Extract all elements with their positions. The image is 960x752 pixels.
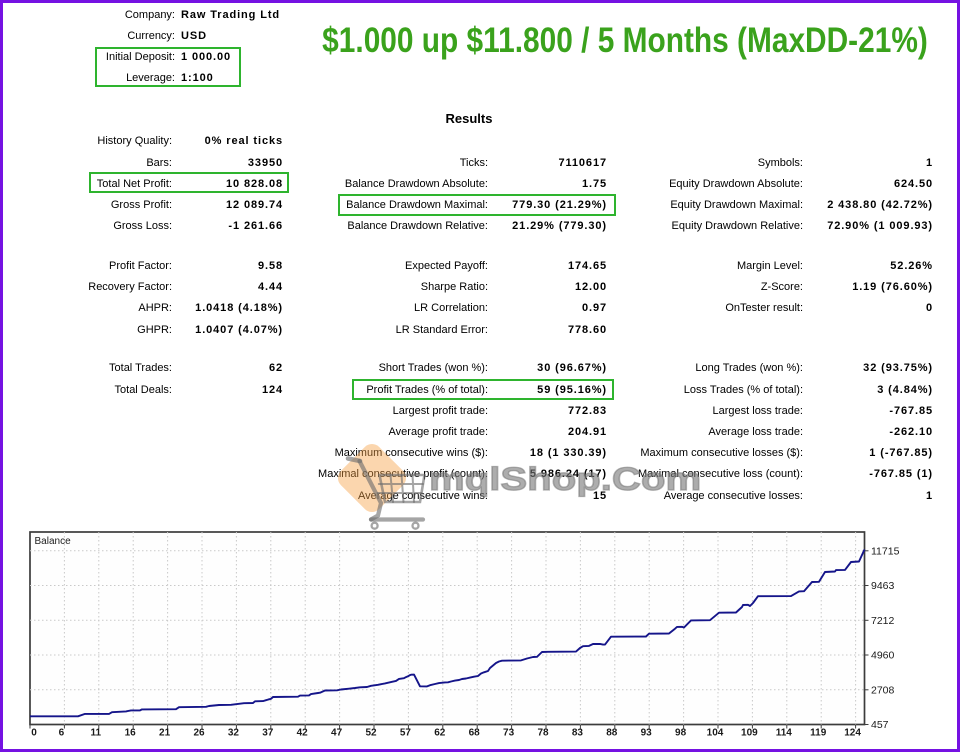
svg-text:7212: 7212 [871, 615, 895, 627]
svg-text:11715: 11715 [871, 546, 900, 558]
svg-text:52: 52 [365, 728, 377, 739]
svg-text:104: 104 [707, 728, 724, 739]
svg-text:2708: 2708 [871, 685, 895, 697]
svg-text:78: 78 [537, 728, 549, 739]
svg-text:62: 62 [434, 728, 446, 739]
svg-text:98: 98 [675, 728, 687, 739]
svg-text:83: 83 [572, 728, 584, 739]
svg-text:6: 6 [59, 728, 65, 739]
svg-text:109: 109 [741, 728, 758, 739]
svg-text:0: 0 [31, 728, 37, 739]
svg-text:457: 457 [871, 719, 889, 731]
svg-text:68: 68 [469, 728, 481, 739]
svg-text:73: 73 [503, 728, 515, 739]
svg-text:88: 88 [606, 728, 618, 739]
svg-text:57: 57 [400, 728, 412, 739]
svg-text:47: 47 [331, 728, 343, 739]
svg-text:37: 37 [262, 728, 274, 739]
svg-text:11: 11 [91, 728, 102, 739]
svg-text:124: 124 [844, 728, 861, 739]
svg-text:Balance: Balance [35, 536, 72, 547]
svg-text:26: 26 [193, 728, 205, 739]
svg-text:9463: 9463 [871, 580, 895, 592]
svg-text:119: 119 [810, 728, 827, 739]
svg-text:32: 32 [228, 728, 240, 739]
svg-text:16: 16 [125, 728, 137, 739]
svg-text:93: 93 [641, 728, 653, 739]
svg-text:42: 42 [297, 728, 309, 739]
svg-text:114: 114 [776, 728, 793, 739]
svg-text:4960: 4960 [871, 650, 895, 662]
svg-text:21: 21 [159, 728, 171, 739]
